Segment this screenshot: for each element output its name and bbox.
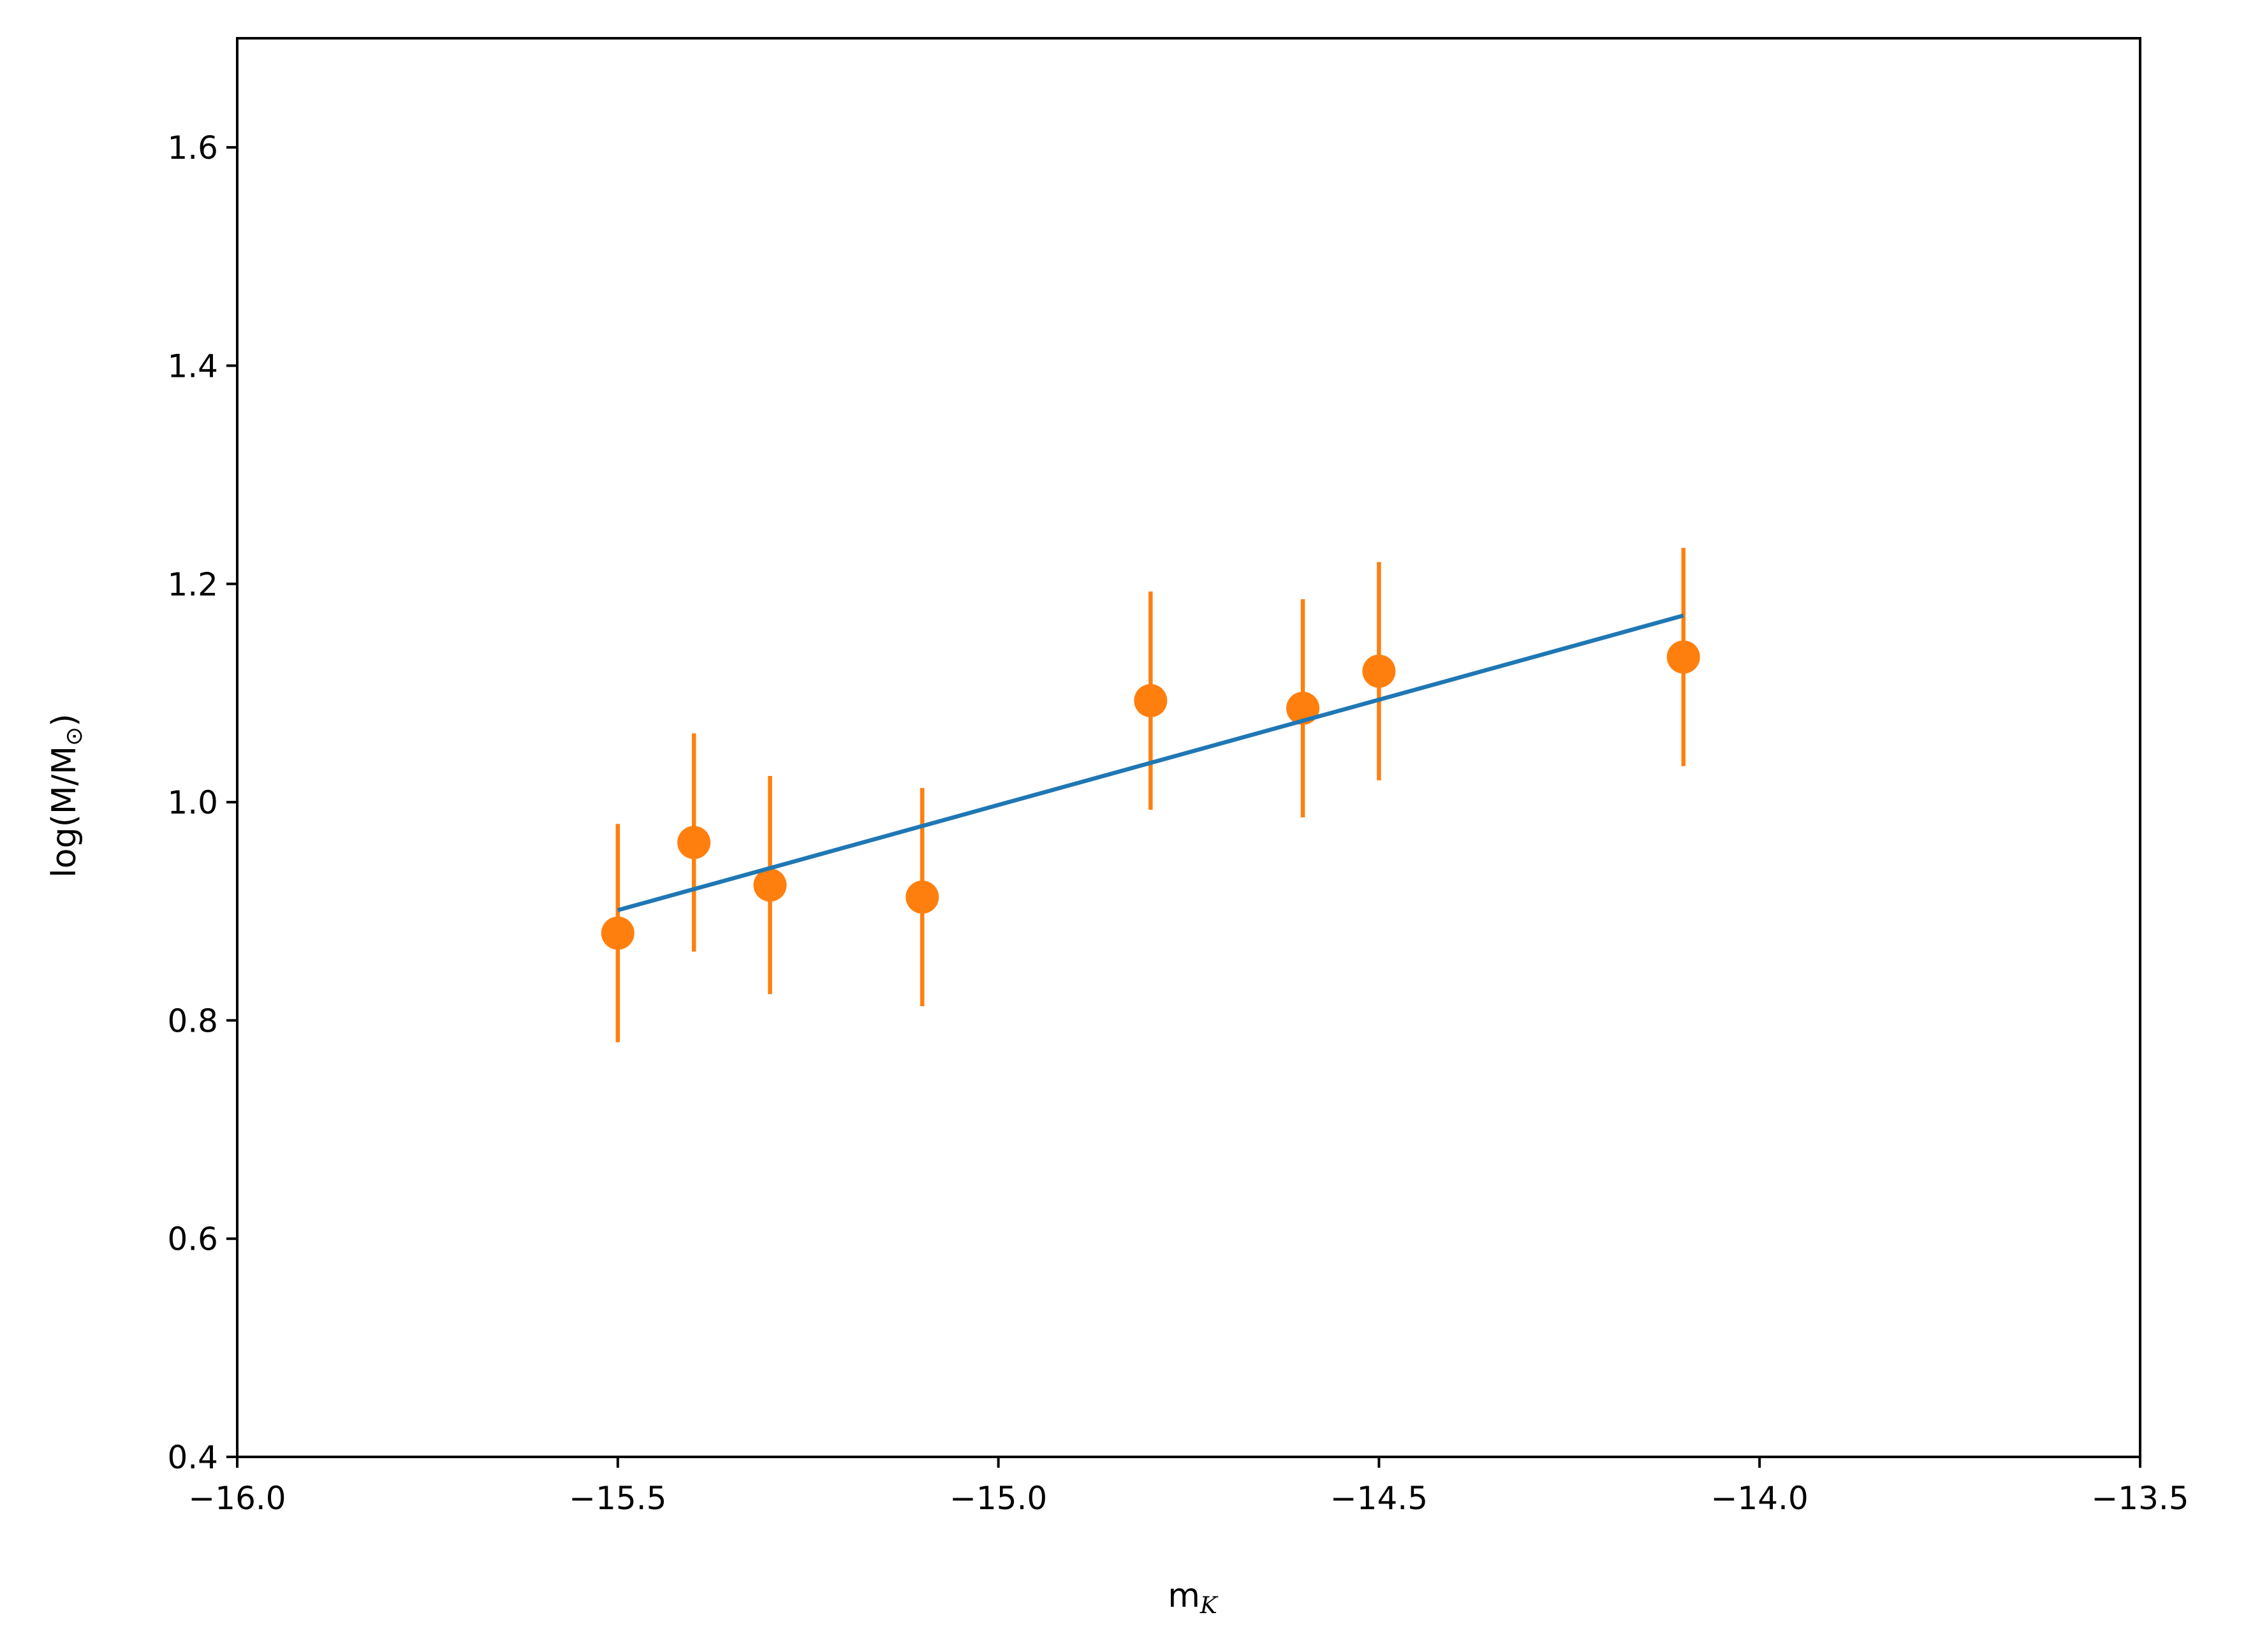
x-axis-ticks: −16.0 −15.5 −15.0 −14.5 −14.0 −13.5 [188,1457,2189,1517]
y-tick-label: 1.2 [167,566,218,603]
series-1-line [617,613,1684,912]
y-tick-label: 0.4 [167,1439,218,1476]
data-point-1 [677,826,711,859]
y-tick-label: 0.6 [167,1221,218,1258]
x-axis-title-sub: K [1200,1593,1219,1619]
data-point-2 [753,868,787,902]
x-tick-label: −16.0 [188,1480,286,1517]
x-axis-title-base: m [1168,1577,1200,1615]
x-tick-label: −13.5 [2091,1480,2189,1517]
x-tick-label: −15.0 [950,1480,1047,1517]
x-tick-label: −15.5 [569,1480,666,1517]
data-point-3 [906,880,939,914]
y-axis-title-suffix: ) [45,713,84,726]
x-axis-title: mK [1168,1577,1219,1619]
y-axis-title-sub: ⊙ [61,727,87,746]
plot-area [236,37,2141,1458]
y-tick-label: 0.8 [167,1002,218,1039]
data-point-4 [1134,683,1168,717]
y-tick-label: 1.6 [167,129,218,166]
y-tick-label: 1.0 [167,784,218,821]
x-tick-label: −14.5 [1330,1480,1428,1517]
series-0-errorbar [601,548,1700,1042]
data-point-7 [1666,640,1700,674]
x-tick-label: −14.0 [1711,1480,1809,1517]
fit-line [617,613,1684,912]
data-point-0 [601,916,635,950]
y-axis-title-prefix: log(M/M [45,746,84,878]
y-tick-label: 1.4 [167,347,218,384]
y-axis-ticks: 0.4 0.6 0.8 1.0 1.2 1.4 1.6 [167,129,237,1476]
data-point-6 [1362,654,1396,688]
plot-frame [236,37,2141,1458]
y-axis-title: log(M/M⊙) [45,713,87,877]
